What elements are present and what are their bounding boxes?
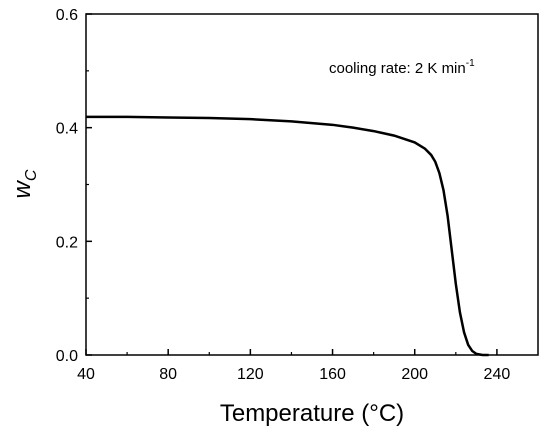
y-tick-label: 0.0 [56, 348, 78, 365]
x-axis-ticks: 40 80 120 160 200 240 [77, 349, 510, 383]
x-tick-label: 40 [77, 366, 95, 383]
x-tick-label: 120 [237, 366, 264, 383]
series-line [86, 115, 489, 357]
x-tick-label: 240 [484, 366, 511, 383]
x-tick-label: 160 [319, 366, 346, 383]
annotation-superscript: -1 [466, 58, 475, 69]
y-axis-title-main: w [9, 179, 36, 198]
y-tick-label: 0.4 [56, 121, 78, 138]
svg-text:wC: wC [9, 169, 40, 198]
y-tick-label: 0.2 [56, 234, 78, 251]
annotation: cooling rate: 2 K min-1 [329, 58, 475, 77]
y-axis-title-sub: C [23, 169, 40, 181]
x-axis-title: Temperature (°C) [220, 400, 404, 427]
y-axis-ticks: 0.0 0.2 0.4 0.6 [56, 7, 92, 365]
annotation-text: cooling rate: 2 K min [329, 60, 466, 77]
y-axis-title: wC [9, 169, 40, 198]
x-tick-label: 200 [401, 366, 428, 383]
x-tick-label: 80 [159, 366, 177, 383]
y-tick-label: 0.6 [56, 7, 78, 24]
